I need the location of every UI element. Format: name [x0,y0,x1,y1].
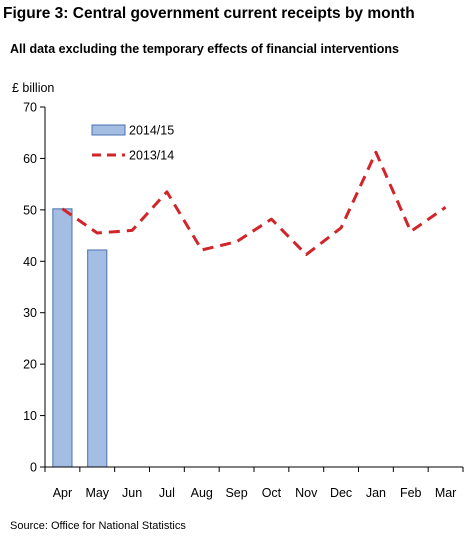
x-tick-label-mar: Mar [435,486,457,500]
y-tick-label: 60 [23,152,37,166]
legend-bar-swatch [91,124,126,136]
x-tick-label-dec: Dec [330,486,352,500]
x-tick-label-jun: Jun [122,486,142,500]
x-tick-label-jan: Jan [366,486,386,500]
y-tick-label: 10 [23,409,37,423]
y-tick-label: 30 [23,306,37,320]
legend: 2014/15 2013/14 [91,124,174,163]
legend-label-2013-14: 2013/14 [129,149,174,163]
line-series [61,150,447,257]
x-axis: Apr May Jun Jul Aug Sep Oct Nov Dec Jan Feb Mar [44,466,464,500]
y-axis-label: £ billion [12,81,54,95]
y-tick-label: 0 [30,461,37,475]
chart-title: Figure 3: Central government current rec… [3,5,415,22]
y-tick-label: 50 [23,203,37,217]
x-tick-label-nov: Nov [295,486,318,500]
x-tick-label-aug: Aug [191,486,213,500]
x-tick-label-apr: Apr [53,486,72,500]
bar-may [87,249,108,468]
x-tick-label-may: May [85,486,109,500]
y-tick-label: 40 [23,255,37,269]
x-tick-label-oct: Oct [262,486,282,500]
bar-series [52,208,108,468]
line-2013-14 [61,150,447,257]
x-tick-label-jul: Jul [159,486,175,500]
y-tick-label: 20 [23,358,37,372]
x-tick-label-feb: Feb [400,486,422,500]
source-note: Source: Office for National Statistics [10,520,186,532]
x-tick-label-sep: Sep [225,486,247,500]
y-axis: 0 10 20 30 40 50 60 70 [23,101,46,475]
bar-apr [52,208,73,468]
y-tick-label: 70 [23,101,37,115]
legend-label-2014-15: 2014/15 [129,124,174,138]
chart-subtitle: All data excluding the temporary effects… [10,42,399,56]
